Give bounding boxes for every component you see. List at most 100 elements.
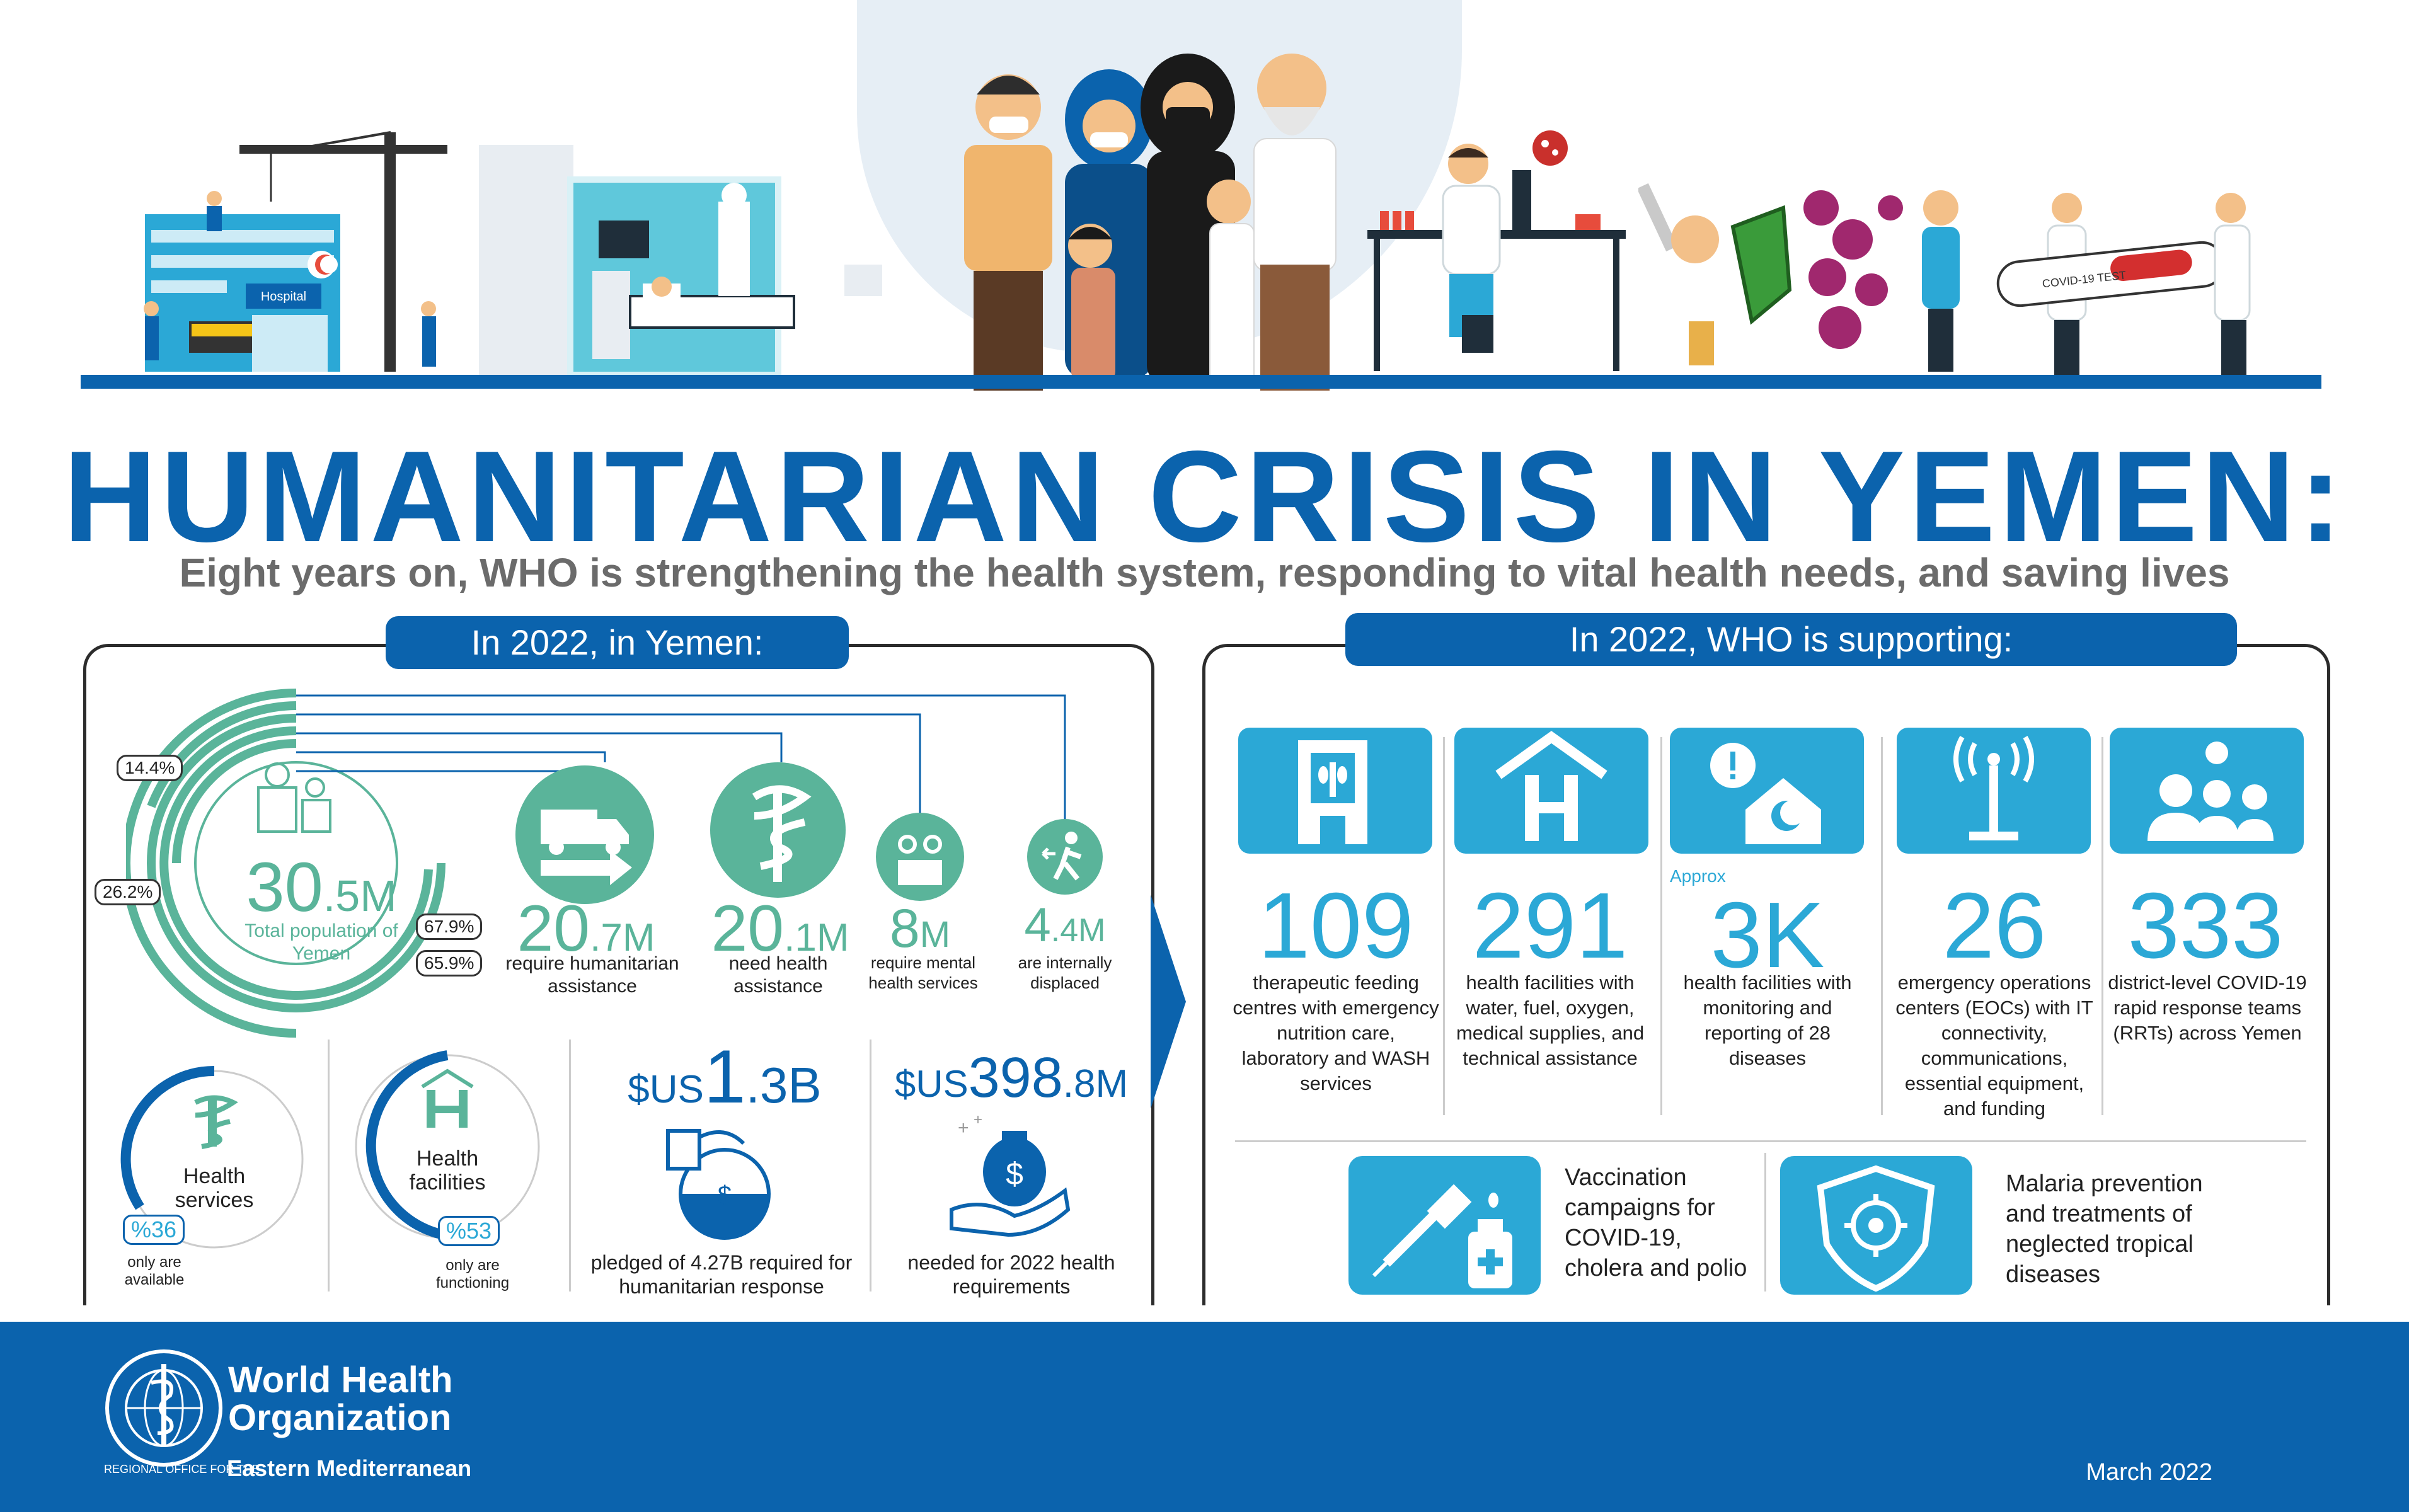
- malaria-text: Malaria prevention and treatments of neg…: [2006, 1171, 2203, 1288]
- divider: [1660, 737, 1662, 1115]
- mental-health-icon: [876, 813, 964, 901]
- divider: [569, 1040, 571, 1292]
- page-title: HUMANITARIAN CRISIS IN YEMEN:: [63, 424, 2346, 569]
- hospital-ward-illustration: [479, 145, 882, 378]
- population-arc-3: [159, 726, 433, 1000]
- stat-displaced-label: are internally displaced: [1018, 953, 1112, 992]
- population-value: 30.5M: [214, 847, 428, 927]
- population-arc-1: [147, 701, 297, 808]
- pct-tag-26: 26.2%: [95, 879, 161, 905]
- card-feeding-num: 109: [1258, 874, 1414, 978]
- population-arc-2: [147, 714, 446, 1012]
- footer: [0, 1322, 2409, 1512]
- who-emblem-icon: [105, 1349, 222, 1467]
- money-bag-icon: $ + +: [950, 1115, 1071, 1237]
- svg-text:$: $: [718, 1181, 732, 1209]
- displaced-person-icon: [1027, 819, 1103, 895]
- health-facilities-note: only are functioning: [435, 1257, 510, 1292]
- hospital-sign-text: Hospital: [261, 290, 306, 304]
- population-value-big: 30: [246, 849, 323, 926]
- regional-office-prefix: REGIONAL OFFICE FOR THE: [104, 1463, 260, 1475]
- population-arc-4: [172, 739, 297, 864]
- needed-value: $US398.8M: [879, 1046, 1144, 1111]
- needed-big: 398: [968, 1046, 1063, 1109]
- card-facilities-num: 291: [1472, 874, 1628, 978]
- svg-text:$: $: [1006, 1156, 1023, 1191]
- who-support-header: In 2022, WHO is supporting:: [1345, 613, 2237, 666]
- stat-health-assistance-label: need health assistance: [728, 953, 828, 997]
- card-rrt-label: district-level COVID-19 rapid response t…: [2108, 971, 2307, 1044]
- health-services-note: only are available: [124, 1254, 185, 1288]
- pledged-prefix: $US: [628, 1068, 704, 1111]
- regional-office-name: Eastern Mediterranean: [227, 1455, 472, 1481]
- caduceus-icon: [710, 762, 846, 898]
- hospital-h-icon: [1454, 728, 1648, 854]
- family-illustration: [964, 54, 1337, 391]
- population-label: Total population of Yemen: [244, 920, 398, 964]
- pct-tag-65: 65.9%: [416, 950, 483, 976]
- horizontal-divider: [1235, 1140, 2306, 1142]
- card-monitoring-label: health facilities with monitoring and re…: [1683, 971, 1852, 1069]
- pledged-small: .3B: [745, 1057, 822, 1113]
- who-name-line1: World Health: [228, 1360, 453, 1400]
- stat-humanitarian-label: require humanitarian assistance: [505, 953, 679, 997]
- population-arc-outer: [126, 689, 297, 1038]
- stat-humanitarian-small: .7M: [590, 916, 655, 959]
- feeding-centre-icon: [1238, 728, 1432, 854]
- needed-label: needed for 2022 health requirements: [907, 1251, 1115, 1298]
- stat-mental-health-big: 8: [889, 898, 920, 959]
- shield-virus-illustration: [1638, 183, 1903, 365]
- card-monitoring-prefix: Approx: [1670, 866, 1726, 886]
- laboratory-illustration: [1367, 130, 1626, 371]
- population-arc-chart: [126, 689, 446, 1038]
- pct-tag-14: 14.4%: [117, 755, 183, 781]
- stat-mental-health-label: require mental health services: [868, 953, 978, 992]
- vaccination-icon: [1348, 1156, 1541, 1295]
- vaccination-text: Vaccination campaigns for COVID-19, chol…: [1565, 1164, 1747, 1281]
- stat-displaced-small: .4M: [1050, 912, 1106, 949]
- stat-displaced-big: 4: [1024, 898, 1051, 952]
- illustration-banner: Hospital: [0, 0, 2409, 403]
- health-services-label: Health services: [175, 1164, 254, 1212]
- card-eoc-num: 26: [1942, 874, 2047, 978]
- divider: [1443, 737, 1445, 1115]
- pledged-big: 1: [703, 1034, 746, 1119]
- pledged-value: $US1.3B: [605, 1033, 844, 1120]
- banner-baseline: [81, 375, 2321, 389]
- card-feeding-label: therapeutic feeding centres with emergen…: [1233, 971, 1439, 1094]
- health-facilities-gauge: [355, 1050, 540, 1242]
- card-rrt-num: 333: [2127, 874, 2284, 978]
- page-subtitle: Eight years on, WHO is strengthening the…: [179, 550, 2230, 595]
- response-team-icon: [2110, 728, 2304, 854]
- population-value-small: .5M: [323, 871, 397, 920]
- pct-tag-67: 67.9%: [416, 914, 483, 940]
- health-facilities-label: Health facilities: [409, 1147, 486, 1194]
- health-services-gauge: [120, 1065, 304, 1249]
- divider: [1881, 737, 1883, 1115]
- svg-text:+: +: [974, 1115, 982, 1128]
- needed-prefix: $US: [894, 1063, 969, 1105]
- needed-small: .8M: [1062, 1062, 1129, 1106]
- health-services-pct: %36: [123, 1215, 185, 1245]
- hospital-construction-illustration: Hospital: [144, 131, 447, 372]
- stat-humanitarian-value: 20.7M: [498, 891, 674, 966]
- health-facilities-pct: %53: [438, 1216, 500, 1246]
- alert-facility-icon: [1670, 728, 1864, 854]
- antenna-icon: [1897, 728, 2091, 854]
- stat-mental-health-value: 8M: [863, 898, 977, 960]
- stat-humanitarian-big: 20: [517, 892, 590, 965]
- money-bag-hand-icon: $: [666, 1129, 771, 1240]
- card-eoc-label: emergency operations centers (EOCs) with…: [1895, 971, 2093, 1120]
- svg-text:+: +: [958, 1118, 969, 1138]
- yemen-stats-header: In 2022, in Yemen:: [386, 616, 849, 669]
- covid-test-illustration: COVID-19 TEST: [1922, 190, 2251, 377]
- population-circle: [194, 761, 398, 965]
- panel-arrow: [1151, 895, 1186, 1109]
- divider: [2101, 737, 2103, 1115]
- divider: [1764, 1153, 1766, 1292]
- card-facilities-label: health facilities with water, fuel, oxyg…: [1456, 971, 1645, 1069]
- stat-health-assistance-small: .1M: [784, 916, 849, 959]
- divider: [870, 1040, 871, 1292]
- divider: [328, 1040, 330, 1292]
- stat-displaced-value: 4.4M: [1002, 898, 1128, 953]
